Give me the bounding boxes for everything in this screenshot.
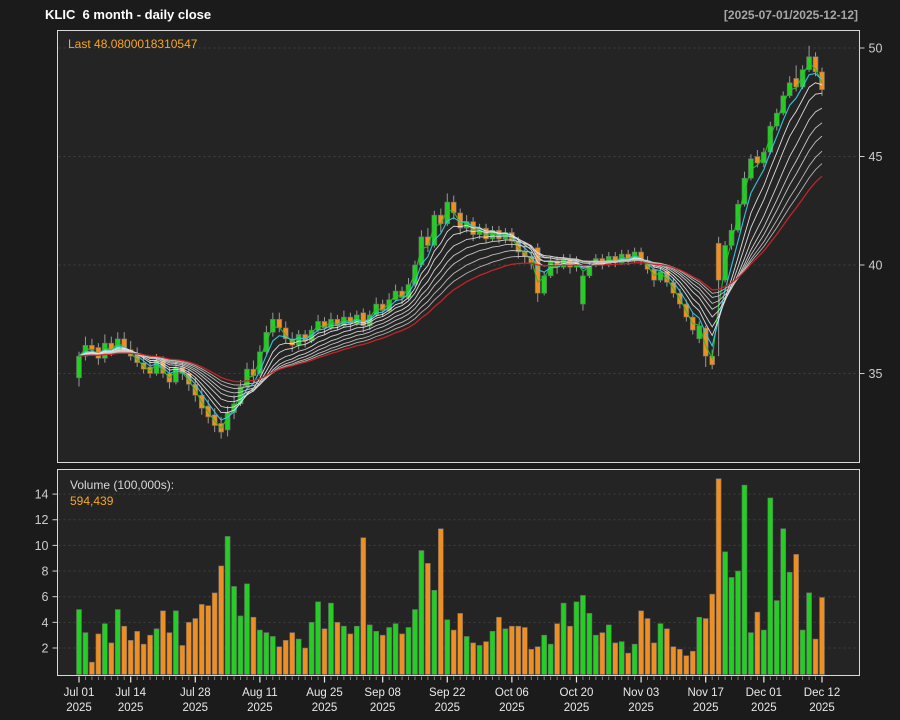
svg-text:Oct 20: Oct 20 — [560, 687, 594, 699]
svg-text:6: 6 — [42, 590, 49, 604]
svg-text:Jul 28: Jul 28 — [180, 687, 211, 699]
svg-text:2025: 2025 — [118, 702, 144, 714]
svg-text:Aug 11: Aug 11 — [242, 687, 278, 699]
svg-text:14: 14 — [35, 488, 49, 502]
svg-text:4: 4 — [42, 616, 49, 630]
svg-text:Nov 03: Nov 03 — [623, 687, 659, 699]
svg-text:10: 10 — [35, 539, 49, 553]
svg-text:Oct 06: Oct 06 — [495, 687, 529, 699]
svg-text:8: 8 — [42, 565, 49, 579]
svg-text:Sep 08: Sep 08 — [364, 687, 400, 699]
svg-text:2025: 2025 — [499, 702, 525, 714]
date-range-label: [2025-07-01/2025-12-12] — [723, 8, 858, 22]
svg-text:2025: 2025 — [247, 702, 273, 714]
volume-bars — [76, 478, 825, 675]
svg-text:50: 50 — [869, 42, 883, 56]
svg-text:2025: 2025 — [564, 702, 590, 714]
svg-text:2025: 2025 — [66, 702, 92, 714]
svg-text:Jul 01: Jul 01 — [64, 687, 95, 699]
svg-text:45: 45 — [869, 150, 883, 164]
svg-text:Sep 22: Sep 22 — [429, 687, 465, 699]
svg-text:Dec 12: Dec 12 — [804, 687, 840, 699]
svg-text:2025: 2025 — [182, 702, 208, 714]
svg-text:2025: 2025 — [751, 702, 777, 714]
last-volume-value: 594,439 — [70, 494, 114, 508]
svg-text:Aug 25: Aug 25 — [306, 687, 342, 699]
volume-axis: 2 4 6 8 10 12 14 — [35, 488, 58, 656]
svg-text:2025: 2025 — [809, 702, 835, 714]
svg-text:2025: 2025 — [370, 702, 396, 714]
price-axis: 35 40 45 50 — [859, 42, 883, 381]
svg-text:2: 2 — [42, 642, 49, 656]
svg-text:2025: 2025 — [693, 702, 719, 714]
chart-title: KLIC 6 month - daily close — [45, 7, 212, 22]
svg-text:Jul 14: Jul 14 — [115, 687, 146, 699]
last-price-label: Last 48.0800018310547 — [68, 37, 198, 51]
x-axis: Jul 01 2025 Jul 14 2025 Jul 28 2025 Aug 11 2025… — [64, 676, 840, 714]
svg-text:40: 40 — [869, 259, 883, 273]
svg-text:2025: 2025 — [312, 702, 338, 714]
svg-text:2025: 2025 — [628, 702, 654, 714]
svg-text:35: 35 — [869, 367, 883, 381]
svg-text:Dec 01: Dec 01 — [746, 687, 782, 699]
svg-text:2025: 2025 — [434, 702, 460, 714]
svg-text:12: 12 — [35, 513, 49, 527]
svg-text:Nov 17: Nov 17 — [687, 687, 723, 699]
ma-ribbon — [78, 62, 823, 430]
volume-units-label: Volume (100,000s): — [70, 478, 175, 492]
